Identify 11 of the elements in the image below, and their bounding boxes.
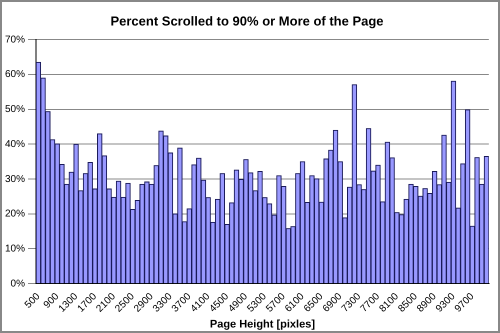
- y-tick-label: 10%: [5, 243, 26, 254]
- chart-title: Percent Scrolled to 90% or More of the Page: [110, 13, 384, 28]
- y-tick-label: 70%: [5, 34, 26, 46]
- y-tick-label: 40%: [5, 138, 26, 150]
- y-tick-label: 50%: [5, 104, 26, 116]
- y-tick-label: 30%: [5, 174, 26, 185]
- y-tick-label: 0%: [10, 278, 26, 290]
- x-tick-label: 500: [22, 290, 43, 311]
- x-axis-title: Page Height [pixles]: [210, 318, 316, 330]
- y-tick-label: 60%: [5, 69, 26, 80]
- y-tick-label: 20%: [5, 208, 26, 220]
